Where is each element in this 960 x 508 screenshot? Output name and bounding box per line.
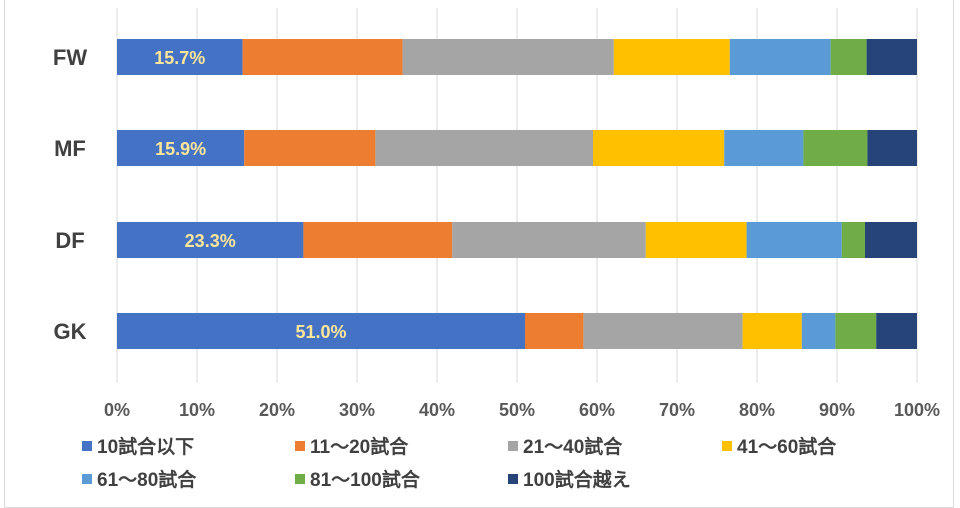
category-label: GK [54, 319, 87, 344]
data-label: 51.0% [295, 322, 346, 342]
legend-item: 11〜20試合 [295, 432, 408, 459]
data-label: 15.7% [154, 48, 205, 68]
bar-segment [724, 130, 804, 166]
legend-item: 41〜60試合 [722, 432, 836, 459]
bar-segment [593, 130, 725, 166]
bar-segment [117, 222, 304, 258]
bar-segment [746, 222, 842, 258]
bar-segment [841, 222, 865, 258]
legend-label: 21〜40試合 [523, 437, 623, 458]
legend-item: 81〜100試合 [295, 465, 420, 492]
legend-label: 61〜80試合 [97, 470, 197, 491]
x-tick-label: 60% [579, 400, 615, 420]
legend-swatch [295, 473, 305, 484]
bar-segment [402, 39, 614, 75]
bar-segment [645, 222, 747, 258]
x-tick-label: 90% [819, 400, 855, 420]
bar-segment [866, 39, 917, 75]
legend-label: 11〜20試合 [310, 437, 409, 458]
bar-segment [303, 222, 453, 258]
bar-segment [117, 130, 245, 166]
bar-segment [242, 39, 403, 75]
bar-segment [865, 222, 917, 258]
legend-swatch [82, 473, 92, 484]
x-tick-label: 40% [419, 400, 455, 420]
legend-swatch [82, 440, 92, 451]
bar-segment [525, 313, 584, 349]
x-tick-label: 100% [894, 400, 940, 420]
bar-segment [375, 130, 593, 166]
legend-label: 81〜100試合 [310, 470, 420, 491]
category-label: FW [53, 45, 87, 70]
bar-segment [583, 313, 743, 349]
bar-segment [742, 313, 802, 349]
bar-segment [835, 313, 877, 349]
legend-item: 21〜40試合 [508, 432, 622, 459]
data-label: 23.3% [185, 231, 236, 251]
x-tick-label: 0% [104, 400, 130, 420]
bar-segment [117, 39, 243, 75]
legend-swatch [508, 440, 518, 451]
legend-label: 10試合以下 [97, 437, 195, 458]
x-tick-label: 80% [739, 400, 775, 420]
legend-swatch [295, 440, 305, 451]
legend-item: 100試合越え [508, 465, 631, 492]
x-tick-label: 70% [659, 400, 695, 420]
legend-swatch [722, 440, 732, 451]
x-tick-label: 50% [499, 400, 535, 420]
bar-segment [830, 39, 867, 75]
bar-segment [803, 130, 868, 166]
bar-segment [867, 130, 917, 166]
category-label: DF [55, 228, 84, 253]
legend-label: 41〜60試合 [737, 437, 837, 458]
x-tick-label: 10% [179, 400, 215, 420]
legend-item: 10試合以下 [82, 432, 194, 459]
legend-swatch [508, 473, 518, 484]
data-label: 15.9% [155, 139, 206, 159]
bar-segment [876, 313, 917, 349]
x-tick-label: 20% [259, 400, 295, 420]
legend-item: 61〜80試合 [82, 465, 196, 492]
bar-segment [729, 39, 831, 75]
bar-segment [613, 39, 730, 75]
bar-segment [452, 222, 646, 258]
x-tick-label: 30% [339, 400, 375, 420]
bar-segment [117, 313, 525, 349]
category-label: MF [54, 136, 86, 161]
bar-segment [801, 313, 836, 349]
legend-label: 100試合越え [523, 470, 631, 491]
bar-segment [244, 130, 376, 166]
